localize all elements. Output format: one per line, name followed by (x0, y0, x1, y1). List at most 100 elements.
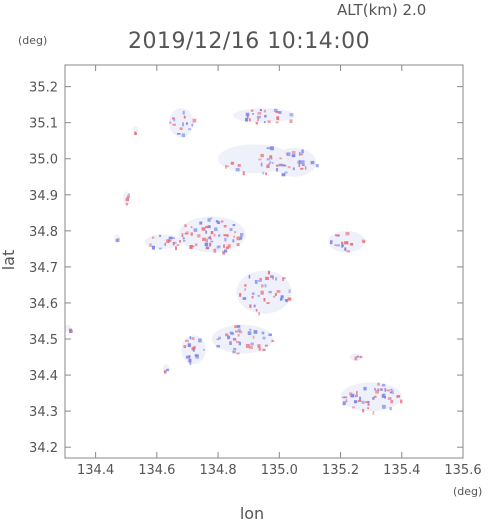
echo-speckle (165, 239, 169, 243)
echo-speckle (182, 239, 186, 242)
echo-region (178, 216, 246, 253)
echo-speckle (213, 233, 216, 237)
echo-speckle (192, 118, 197, 123)
echo-speckle (260, 153, 264, 158)
echo-speckle (298, 151, 301, 156)
x-axis-title: lon (240, 504, 264, 521)
echo-speckle (235, 340, 240, 344)
echo-speckle (358, 399, 362, 403)
echo-speckle (232, 239, 235, 243)
echo-speckle (226, 234, 229, 238)
echo-speckle (267, 270, 271, 275)
echo-speckle (169, 121, 172, 124)
echo-speckle (367, 400, 370, 404)
altitude-label: ALT(km) 2.0 (337, 1, 426, 19)
echo-speckle (232, 224, 236, 227)
echo-speckle (251, 295, 254, 299)
echo-speckle (210, 231, 214, 235)
echo-speckle (195, 354, 199, 359)
echo-speckle (164, 242, 166, 246)
echo-speckle (240, 232, 244, 236)
echo-speckle (115, 239, 118, 243)
echo-speckle (259, 277, 263, 281)
echo-speckle (356, 391, 358, 395)
echo-speckle (247, 331, 252, 335)
echo-speckle (353, 400, 357, 404)
echo-speckle (205, 238, 208, 243)
echo-speckle (282, 277, 284, 282)
echo-speckle (275, 111, 280, 114)
echo-speckle (361, 400, 365, 404)
x-tick-label: 135.6 (444, 463, 481, 478)
echo-speckle (188, 128, 191, 131)
echo-speckle (183, 345, 187, 349)
echo-speckle (286, 152, 291, 157)
echo-speckle (299, 153, 304, 156)
echo-speckle (261, 331, 265, 335)
echo-speckle (234, 330, 238, 333)
echo-speckle (184, 224, 187, 228)
echo-speckle (252, 113, 254, 115)
echo-speckle (275, 164, 279, 167)
echo-speckle (262, 336, 266, 340)
echo-speckle (239, 293, 242, 297)
y-tick-label: 34.6 (29, 297, 58, 312)
echo-speckle (69, 329, 72, 333)
echo-speckle (233, 347, 237, 351)
echo-speckle (263, 121, 266, 124)
echo-speckle (285, 299, 288, 303)
echo-speckle (269, 161, 272, 164)
echo-speckle (203, 349, 205, 351)
echo-speckle (187, 343, 191, 347)
echo-speckle (186, 231, 189, 235)
echo-speckle (189, 336, 192, 340)
echo-speckle (218, 245, 221, 248)
echo-speckle (210, 217, 213, 220)
echo-speckle (214, 227, 218, 232)
echo-speckle (273, 108, 278, 112)
echo-speckle (363, 240, 365, 244)
echo-speckle (252, 335, 255, 339)
echo-speckle (375, 389, 380, 394)
echo-speckle (263, 109, 267, 113)
echo-speckle (172, 237, 175, 240)
echo-speckle (289, 113, 294, 117)
echo-speckle (159, 234, 162, 237)
echo-speckle (365, 401, 368, 403)
echo-speckle (270, 157, 273, 160)
echo-speckle (257, 112, 262, 115)
echo-speckle (234, 325, 238, 329)
echo-speckle (372, 411, 375, 415)
echo-speckle (250, 109, 254, 112)
echo-speckle (179, 127, 183, 130)
echo-speckle (377, 382, 380, 386)
echo-speckle (188, 358, 192, 363)
echo-speckle (262, 171, 265, 175)
echo-speckle (209, 242, 212, 247)
y-axis-title: lat (0, 250, 18, 271)
echo-speckle (210, 240, 214, 243)
echo-speckle (192, 348, 195, 352)
echo-speckle (260, 290, 264, 295)
echo-speckle (166, 368, 170, 372)
echo-speckle (265, 172, 268, 176)
echo-speckle (223, 224, 227, 228)
echo-speckle (334, 244, 336, 247)
echo-speckle (172, 123, 176, 126)
echo-speckle (173, 118, 176, 122)
echo-speckle (248, 274, 251, 279)
echo-speckle (207, 218, 211, 222)
echo-speckle (280, 295, 284, 299)
echo-speckle (191, 337, 195, 340)
echo-speckle (245, 343, 250, 348)
echo-speckle (185, 122, 188, 125)
echo-speckle (236, 236, 241, 241)
echo-speckle (237, 328, 241, 333)
echo-speckle (374, 395, 377, 398)
echo-speckle (182, 110, 185, 115)
echo-speckle (230, 161, 235, 165)
echo-speckle (292, 167, 295, 171)
echo-speckle (274, 277, 278, 281)
